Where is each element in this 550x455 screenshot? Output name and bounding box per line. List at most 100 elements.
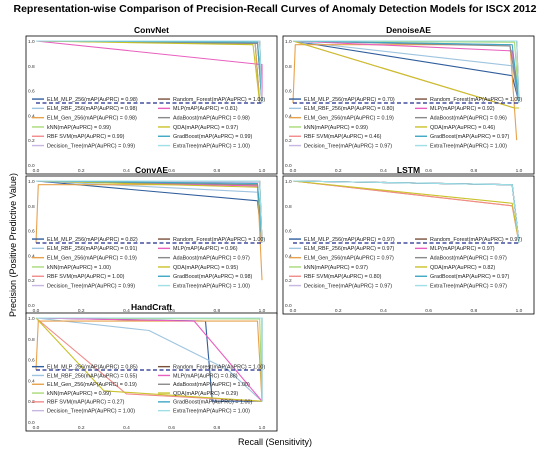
- chart-convnet-legend-entry: MLP(mAP(AuPRC) = 0.81): [173, 106, 238, 112]
- chart-handcraft-series-elm-gen-256: [35, 320, 263, 402]
- chart-lstm-legend-entry: ExtraTree(mAP(AuPRC) = 0.97): [430, 283, 507, 289]
- chart-lstm: LSTM 0.0 0.2 0.4 0.6 0.8 1.0 0.0 0.2 0.4 0.6 0.8 1.0…: [282, 165, 535, 315]
- chart-convae-y-tick-label: 0.2: [28, 278, 35, 284]
- chart-handcraft-legend-entry: ExtraTree(mAP(AuPRC) = 1.00): [173, 408, 250, 414]
- chart-denoiseae-x-tick-label: 0.2: [335, 168, 342, 174]
- chart-denoiseae-series-elm-gen-256: [292, 44, 518, 141]
- chart-denoiseae-y-tick-label: 0.2: [285, 138, 292, 144]
- chart-convae-y-tick-label: 0.4: [28, 253, 35, 259]
- chart-handcraft-series-elm-rbf-256: [35, 317, 263, 402]
- chart-lstm-x-tick-label: 0.2: [335, 308, 342, 314]
- chart-convnet-y-tick-label: 0.6: [28, 89, 35, 95]
- chart-denoiseae-legend-entry: QDA(mAP(AuPRC) = 0.46): [430, 125, 495, 131]
- chart-denoiseae-legend-entry: RBF SVM(mAP(AuPRC) = 0.46): [304, 134, 382, 140]
- chart-denoiseae-y-tick-label: 0.0: [285, 163, 292, 169]
- chart-denoiseae-x-tick-label: 0.0: [290, 168, 297, 174]
- chart-lstm-frame: [282, 175, 535, 315]
- chart-convae-legend-entry: Random_Forest(mAP(AuPRC) = 1.00): [173, 237, 265, 243]
- chart-convae-series-gradboost: [35, 180, 263, 244]
- chart-denoiseae-legend-entry: ELM_MLP_256(mAP(AuPRC) = 0.70): [304, 97, 395, 103]
- chart-convnet: ConvNet 0.0 0.2 0.4 0.6 0.8 1.0 0.0 0.2 0.4 0.6 0.8…: [25, 25, 278, 175]
- chart-denoiseae-frame: [282, 35, 535, 175]
- chart-convae-x-tick-label: 1.0: [259, 308, 266, 314]
- chart-convae-legend-entry: ELM_Gen_256(mAP(AuPRC) = 0.19): [47, 255, 137, 261]
- chart-convnet-title: ConvNet: [134, 25, 169, 35]
- chart-convnet-x-tick-label: 0.4: [123, 168, 130, 174]
- chart-denoiseae-title: DenoiseAE: [386, 25, 431, 35]
- chart-lstm-legend-entry: Decision_Tree(mAP(AuPRC) = 0.97): [304, 283, 392, 289]
- chart-lstm-x-tick-label: 0.4: [380, 308, 387, 314]
- chart-handcraft-legend-entry: Decision_Tree(mAP(AuPRC) = 1.00): [47, 408, 135, 414]
- chart-lstm-title: LSTM: [397, 165, 420, 175]
- chart-convae-legend-entry: Decision_Tree(mAP(AuPRC) = 0.99): [47, 283, 135, 289]
- chart-convnet-legend-entry: RBF SVM(mAP(AuPRC) = 0.99): [47, 134, 125, 140]
- chart-denoiseae-x-tick-label: 0.8: [470, 168, 477, 174]
- chart-convnet-y-tick-label: 0.8: [28, 64, 35, 70]
- chart-convae-legend-entry: GradBoost(mAP(AuPRC) = 0.98): [173, 274, 252, 280]
- chart-convnet-series-extratree: [36, 40, 263, 104]
- chart-denoiseae-legend-entry: kNN(mAP(AuPRC) = 0.99): [304, 125, 368, 131]
- chart-lstm-y-tick-label: 0.0: [285, 303, 292, 309]
- chart-convnet-x-tick-label: 0.0: [33, 168, 40, 174]
- chart-convae-legend-entry: MLP(mAP(AuPRC) = 0.96): [173, 246, 238, 252]
- chart-denoiseae-legend-entry: ELM_Gen_256(mAP(AuPRC) = 0.19): [304, 115, 394, 121]
- chart-lstm-legend-entry: QDA(mAP(AuPRC) = 0.82): [430, 265, 495, 271]
- chart-denoiseae-x-tick-label: 0.4: [380, 168, 387, 174]
- chart-convae-x-tick-label: 0.0: [33, 308, 40, 314]
- chart-convnet-legend-entry: ELM_Gen_256(mAP(AuPRC) = 0.98): [47, 115, 137, 121]
- chart-convnet-legend-entry: QDA(mAP(AuPRC) = 0.97): [173, 125, 238, 131]
- chart-lstm-y-tick-label: 0.2: [285, 278, 292, 284]
- chart-handcraft-y-tick-label: 1.0: [28, 316, 35, 322]
- chart-handcraft-y-tick-label: 0.4: [28, 378, 35, 384]
- chart-denoiseae-legend-entry: Decision_Tree(mAP(AuPRC) = 0.97): [304, 143, 392, 149]
- chart-convae-y-tick-label: 0.6: [28, 229, 35, 235]
- chart-handcraft-y-tick-label: 0.0: [28, 420, 35, 426]
- chart-convnet-series-qda: [35, 40, 261, 104]
- chart-convnet-frame: [25, 35, 278, 175]
- chart-denoiseae-y-tick-label: 0.8: [285, 64, 292, 70]
- chart-denoiseae-y-tick-label: 1.0: [285, 39, 292, 45]
- chart-lstm-x-tick-label: 0.6: [425, 308, 432, 314]
- chart-denoiseae-x-tick-label: 0.6: [425, 168, 432, 174]
- chart-convnet-legend-entry: ELM_MLP_256(mAP(AuPRC) = 0.98): [47, 97, 138, 103]
- chart-convae-series-extratree: [36, 180, 263, 244]
- chart-convnet-legend: ELM_MLP_256(mAP(AuPRC) = 0.98) ELM_RBF_25…: [32, 97, 265, 149]
- chart-denoiseae-legend-entry: ELM_RBF_256(mAP(AuPRC) = 0.80): [304, 106, 395, 112]
- chart-handcraft: HandCraft 0.0 0.2 0.4 0.6 0.8 1.0 0.0 0.2 0.4 0.6 0…: [25, 302, 278, 432]
- chart-denoiseae-legend: ELM_MLP_256(mAP(AuPRC) = 0.70) ELM_RBF_25…: [289, 97, 522, 149]
- chart-lstm-legend-entry: Random_Forest(mAP(AuPRC) = 0.97): [430, 237, 522, 243]
- chart-convae-legend: ELM_MLP_256(mAP(AuPRC) = 0.82) ELM_RBF_25…: [32, 237, 265, 289]
- chart-handcraft-x-tick-label: 0.4: [123, 425, 130, 431]
- chart-convnet-legend-entry: Decision_Tree(mAP(AuPRC) = 0.99): [47, 143, 135, 149]
- chart-convae-y-tick-label: 0.8: [28, 204, 35, 210]
- chart-convnet-y-tick-label: 1.0: [28, 39, 35, 45]
- chart-convae-frame: [25, 175, 278, 315]
- chart-lstm-legend-entry: ELM_MLP_256(mAP(AuPRC) = 0.97): [304, 237, 395, 243]
- chart-lstm-x-tick-label: 0.8: [470, 308, 477, 314]
- chart-convnet-legend-entry: kNN(mAP(AuPRC) = 0.99): [47, 125, 111, 131]
- chart-denoiseae-legend-entry: AdaBoost(mAP(AuPRC) = 0.96): [430, 115, 507, 121]
- chart-handcraft-x-tick-label: 0.8: [213, 425, 220, 431]
- chart-lstm-x-tick-label: 0.0: [290, 308, 297, 314]
- chart-handcraft-legend-entry: GradBoost(mAP(AuPRC) = 1.00): [173, 400, 252, 406]
- chart-convnet-x-tick-label: 0.6: [168, 168, 175, 174]
- chart-lstm-y-tick-label: 0.8: [285, 204, 292, 210]
- chart-handcraft-legend-entry: ELM_MLP_256(mAP(AuPRC) = 0.85): [47, 364, 138, 370]
- chart-lstm-legend-entry: RBF SVM(mAP(AuPRC) = 0.80): [304, 274, 382, 280]
- chart-denoiseae-y-tick-label: 0.4: [285, 113, 292, 119]
- chart-lstm-y-tick-label: 0.6: [285, 229, 292, 235]
- chart-handcraft-legend-entry: AdaBoost(mAP(AuPRC) = 1.00): [173, 382, 250, 388]
- figure-title: Representation-wise Comparison of Precis…: [13, 3, 537, 15]
- chart-handcraft-x-tick-label: 0.0: [33, 425, 40, 431]
- chart-convae-legend-entry: kNN(mAP(AuPRC) = 1.00): [47, 265, 111, 271]
- chart-handcraft-y-tick-label: 0.6: [28, 358, 35, 364]
- chart-denoiseae-legend-entry: ExtraTree(mAP(AuPRC) = 1.00): [430, 143, 507, 149]
- chart-lstm-legend: ELM_MLP_256(mAP(AuPRC) = 0.97) ELM_RBF_25…: [289, 237, 522, 289]
- chart-convae-title: ConvAE: [135, 165, 168, 175]
- chart-handcraft-legend-entry: ELM_Gen_256(mAP(AuPRC) = 0.19): [47, 382, 137, 388]
- chart-handcraft-x-tick-label: 0.2: [78, 425, 85, 431]
- chart-handcraft-series-qda: [35, 317, 263, 402]
- chart-handcraft-y-tick-label: 0.8: [28, 337, 35, 343]
- chart-convnet-x-tick-label: 1.0: [259, 168, 266, 174]
